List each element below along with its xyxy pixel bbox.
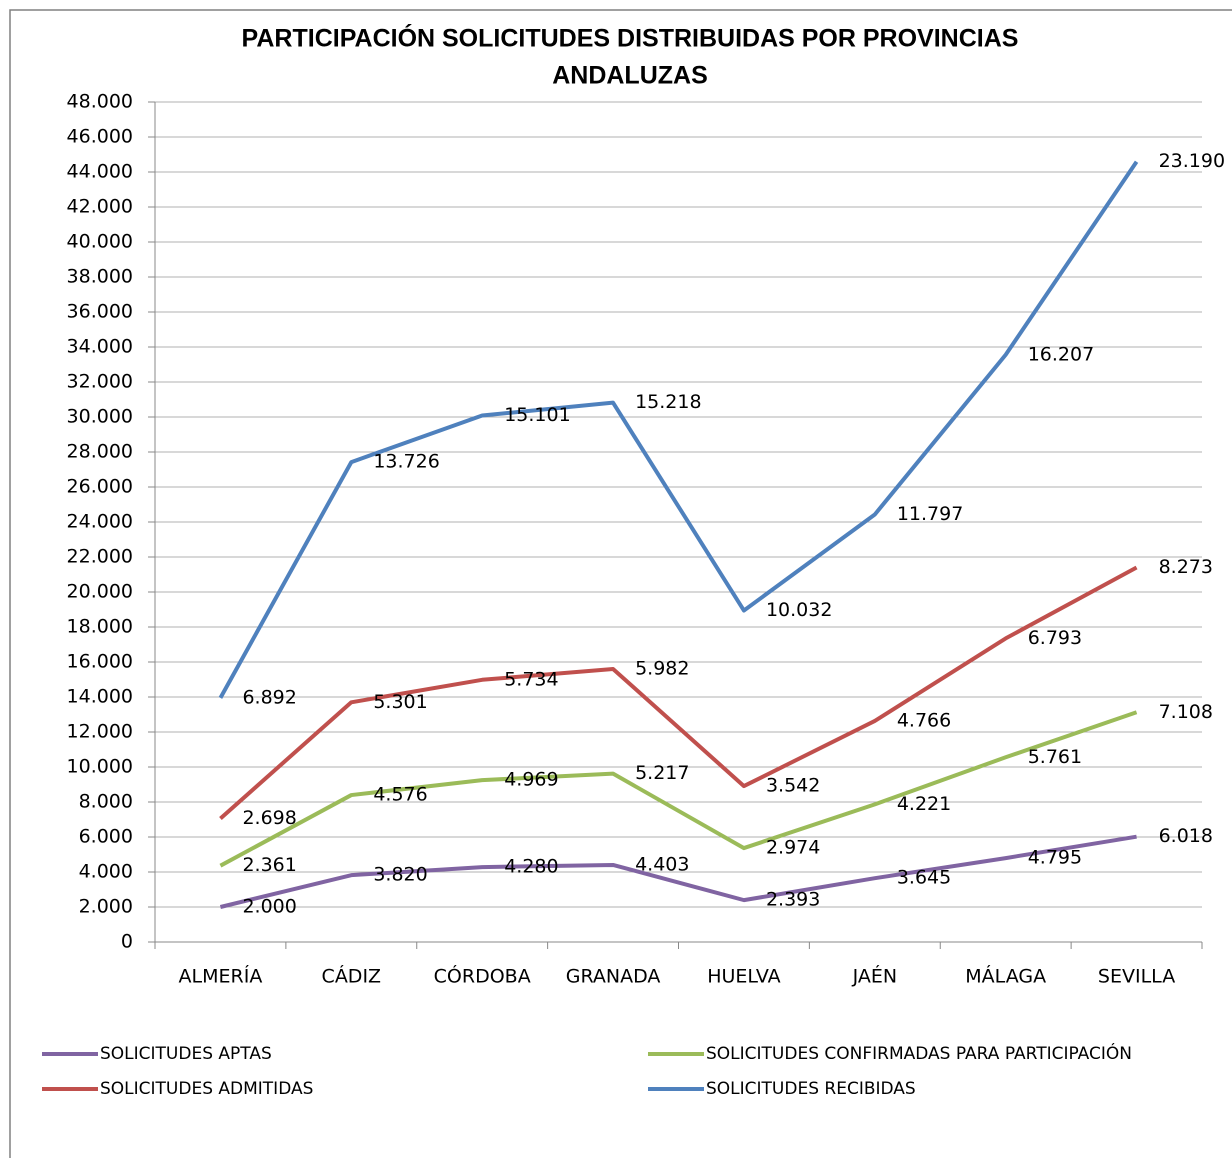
y-tick-label: 32.000: [67, 371, 133, 393]
y-tick-label: 2.000: [79, 896, 133, 918]
y-tick-label: 24.000: [67, 511, 133, 533]
y-tick-label: 36.000: [67, 301, 133, 323]
y-tick-label: 0: [121, 931, 133, 953]
x-tick-label: MÁLAGA: [965, 965, 1046, 988]
y-tick-label: 8.000: [79, 791, 133, 813]
y-tick-label: 22.000: [67, 546, 133, 568]
series-line: [219, 565, 1138, 820]
y-tick-label: 6.000: [79, 826, 133, 848]
y-tick-label: 18.000: [67, 616, 133, 638]
y-tick-label: 48.000: [67, 91, 133, 113]
data-label: 3.542: [766, 775, 820, 797]
data-label: 4.766: [897, 709, 951, 731]
series-line: [218, 160, 1139, 699]
y-tick-label: 28.000: [67, 441, 133, 463]
data-label: 2.000: [242, 896, 296, 918]
data-label: 4.221: [897, 793, 951, 815]
data-label: 2.974: [766, 837, 820, 859]
y-tick-label: 44.000: [67, 161, 133, 183]
y-tick-label: 42.000: [67, 196, 133, 218]
y-tick-label: 34.000: [67, 336, 133, 358]
x-tick-label: CÓRDOBA: [434, 964, 531, 988]
x-tick-label: SEVILLA: [1098, 966, 1175, 988]
data-label: 4.969: [504, 769, 558, 791]
data-label: 10.032: [766, 599, 832, 621]
x-tick-label: ALMERÍA: [179, 965, 263, 988]
y-tick-label: 46.000: [67, 126, 133, 148]
y-tick-label: 12.000: [67, 721, 133, 743]
data-label: 15.101: [504, 404, 570, 426]
data-label: 16.207: [1028, 343, 1094, 365]
data-label: 4.795: [1028, 847, 1082, 869]
data-label: 2.698: [242, 807, 296, 829]
chart-title: ANDALUZAS: [552, 62, 708, 90]
x-tick-label: JAÉN: [852, 965, 898, 988]
data-label: 6.793: [1028, 627, 1082, 649]
legend-label: SOLICITUDES ADMITIDAS: [100, 1079, 313, 1099]
y-tick-label: 14.000: [67, 686, 133, 708]
y-tick-label: 30.000: [67, 406, 133, 428]
y-tick-label: 10.000: [67, 756, 133, 778]
data-label: 11.797: [897, 503, 963, 525]
y-tick-label: 38.000: [67, 266, 133, 288]
data-label: 6.892: [242, 686, 296, 708]
legend-label: SOLICITUDES APTAS: [100, 1044, 272, 1064]
data-label: 5.734: [504, 668, 558, 690]
x-tick-label: CÁDIZ: [322, 965, 382, 988]
y-tick-label: 16.000: [67, 651, 133, 673]
data-label: 13.726: [373, 451, 439, 473]
data-label: 3.645: [897, 867, 951, 889]
series-line: [219, 834, 1137, 909]
data-label: 4.576: [373, 784, 427, 806]
legend-label: SOLICITUDES CONFIRMADAS PARA PARTICIPACI…: [706, 1042, 1132, 1064]
chart-border: [9, 9, 1232, 1158]
data-label: 4.403: [635, 853, 689, 875]
data-label: 5.217: [635, 762, 689, 784]
data-label: 5.761: [1028, 746, 1082, 768]
y-tick-label: 26.000: [67, 476, 133, 498]
data-label: 23.190: [1159, 150, 1225, 172]
data-label: 3.820: [373, 864, 427, 886]
data-label: 7.108: [1159, 701, 1213, 723]
data-label: 5.982: [635, 657, 689, 679]
data-label: 2.393: [766, 889, 820, 911]
x-tick-label: GRANADA: [566, 966, 661, 988]
y-tick-label: 4.000: [79, 861, 133, 883]
x-tick-label: HUELVA: [707, 966, 780, 988]
legend-label: SOLICITUDES RECIBIDAS: [706, 1079, 916, 1099]
data-label: 4.280: [504, 856, 558, 878]
data-label: 6.018: [1159, 825, 1213, 847]
data-label: 15.218: [635, 391, 701, 413]
data-label: 8.273: [1159, 556, 1213, 578]
y-tick-label: 40.000: [67, 231, 133, 253]
y-tick-label: 20.000: [67, 581, 133, 603]
data-label: 5.301: [373, 691, 427, 713]
data-label: 2.361: [242, 854, 296, 876]
chart-title: PARTICIPACIÓN SOLICITUDES DISTRIBUIDAS P…: [242, 23, 1019, 53]
series-line: [219, 710, 1138, 868]
